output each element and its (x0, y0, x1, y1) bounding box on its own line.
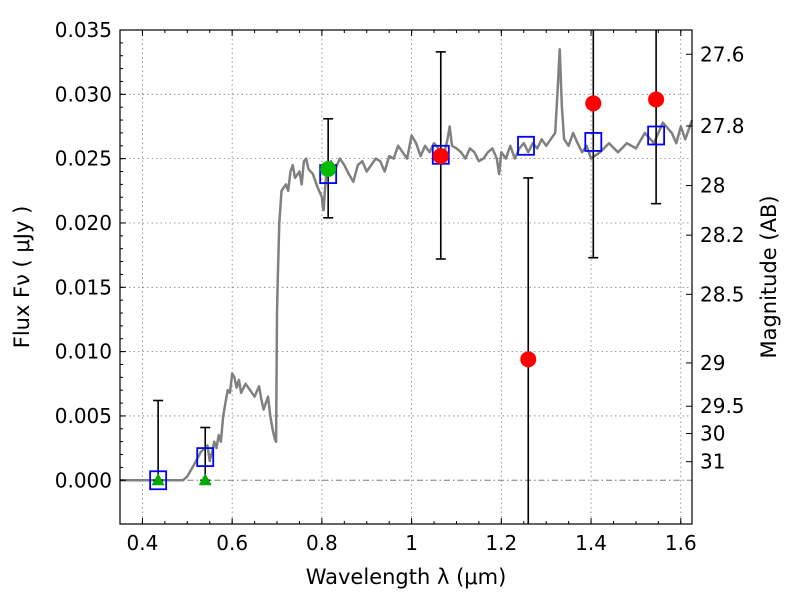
x-tick-label: 0.8 (306, 531, 338, 555)
y-axis-label: Flux Fν ( μJy ) (10, 206, 34, 349)
x-tick-label: 1.6 (665, 531, 697, 555)
y-tick-label: 0.015 (55, 275, 112, 299)
model-band-square (517, 135, 535, 156)
y-tick-label: 0.020 (55, 211, 112, 235)
x-tick-label: 0.4 (127, 531, 159, 555)
upper-limit-triangle (151, 473, 165, 486)
plot-frame (119, 29, 693, 525)
y-tick-label: 0.035 (55, 18, 112, 42)
ir-detection-point (520, 351, 537, 368)
tick-labels: 0.4 0.6 0.8 1 1.2 1.4 1.6 0.000 0.005 0.010 0.015 0… (55, 18, 745, 555)
magnitude-tick-label: 28.5 (700, 282, 745, 306)
data-markers (149, 91, 666, 491)
x-tick-label: 1 (405, 531, 418, 555)
magnitude-tick-label: 28 (700, 174, 725, 198)
upper-limit-triangle (198, 473, 212, 486)
x-axis-label: Wavelength λ (μm) (306, 565, 507, 589)
ir-detection-point (585, 95, 602, 112)
ir-detection-point (432, 148, 449, 165)
y-tick-label: 0.030 (55, 82, 112, 106)
y-tick-label: 0.000 (55, 468, 112, 492)
axis-ticks (119, 29, 692, 524)
magnitude-tick-label: 29 (700, 351, 725, 375)
model-band-square (584, 132, 603, 152)
model-band-square (149, 470, 168, 491)
x-tick-label: 1.2 (485, 531, 517, 555)
ir-detection-point (648, 91, 665, 108)
x-tick-label: 1.4 (575, 531, 607, 555)
model-spectrum (120, 48, 694, 482)
model-spectrum-line (120, 48, 694, 482)
optical-detection-point (320, 160, 337, 177)
y-tick-label: 0.010 (55, 340, 112, 364)
magnitude-tick-label: 27.6 (700, 42, 745, 66)
x-tick-label: 0.6 (216, 531, 248, 555)
magnitude-tick-label: 31 (700, 450, 725, 474)
magnitude-tick-label: 27.8 (700, 114, 745, 138)
y-tick-label: 0.005 (55, 404, 112, 428)
y-tick-label: 0.025 (55, 147, 112, 171)
magnitude-tick-label: 28.2 (700, 223, 745, 247)
right-axis-label: Magnitude (AB) (757, 195, 781, 358)
magnitude-tick-label: 29.5 (700, 394, 745, 418)
model-band-square (647, 125, 666, 146)
model-band-square (196, 447, 215, 468)
magnitude-tick-label: 30 (700, 422, 725, 446)
